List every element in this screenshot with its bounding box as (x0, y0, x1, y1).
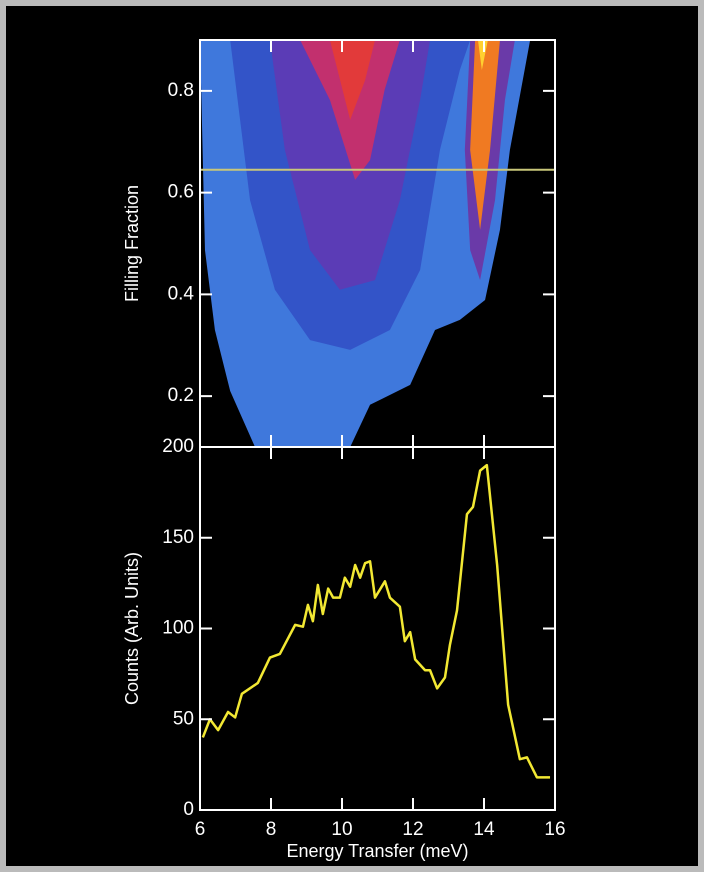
x-tick-label: 12 (402, 819, 423, 840)
y-tick-label: 0.8 (168, 80, 194, 101)
x-tick-label: 8 (266, 819, 277, 840)
y-tick-label: 0.4 (168, 283, 195, 304)
y-tick-label: 0.6 (168, 182, 194, 203)
y-axis-label: Counts (Arb. Units) (122, 552, 142, 705)
x-tick-label: 6 (195, 819, 206, 840)
data-line (201, 463, 551, 779)
contour-band (329, 40, 376, 120)
y-tick-label: 0.2 (168, 385, 194, 406)
x-tick-label: 10 (331, 819, 352, 840)
x-tick-label: 16 (544, 819, 565, 840)
y-tick-label: 100 (162, 618, 194, 639)
contour-band (477, 40, 488, 71)
x-axis-label: Energy Transfer (meV) (286, 841, 468, 861)
y-tick-label: 50 (173, 708, 194, 729)
y-axis-label: Filling Fraction (122, 185, 142, 302)
y-tick-label: 150 (162, 527, 194, 548)
contour-band (470, 40, 500, 230)
y-tick-label: 200 (162, 436, 194, 457)
x-tick-label: 14 (473, 819, 495, 840)
contour-band (269, 40, 431, 290)
y-tick-label: 0 (183, 799, 194, 820)
